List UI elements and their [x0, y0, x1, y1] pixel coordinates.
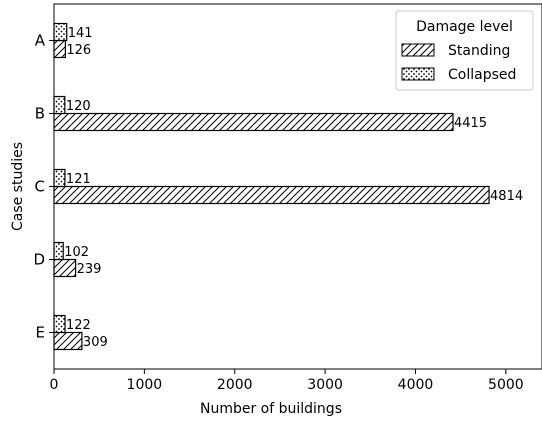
bar-collapsed-B [54, 97, 65, 114]
value-label-standing-E: 309 [83, 335, 108, 350]
x-tick-label: 2000 [217, 377, 253, 393]
value-label-collapsed-B: 120 [66, 99, 91, 114]
y-axis-label: Case studies [10, 142, 26, 231]
y-tick-label: B [35, 105, 45, 123]
x-axis-ticks: 0 1000 2000 3000 4000 5000 [50, 369, 524, 393]
bar-standing-A [54, 41, 65, 58]
legend-swatch-collapsed [402, 68, 434, 80]
x-tick-label: 5000 [488, 377, 524, 393]
y-axis-ticks: A B C D E [33, 32, 54, 342]
y-tick-label: A [35, 32, 46, 50]
bar-standing-C [54, 187, 489, 204]
x-axis-label: Number of buildings [200, 401, 342, 417]
x-tick-label: 0 [50, 377, 59, 393]
legend: Damage level Standing Collapsed [396, 11, 533, 90]
bar-standing-E [54, 333, 82, 350]
bar-collapsed-D [54, 243, 63, 260]
bar-standing-B [54, 114, 453, 131]
legend-title: Damage level [416, 19, 513, 35]
bar-collapsed-A [54, 24, 67, 41]
x-tick-label: 3000 [307, 377, 343, 393]
value-label-collapsed-C: 121 [66, 172, 91, 187]
value-label-standing-D: 239 [77, 262, 102, 277]
y-tick-label: C [35, 178, 45, 196]
bar-standing-D [54, 260, 76, 277]
y-tick-label: E [36, 324, 45, 342]
value-label-collapsed-E: 122 [66, 318, 91, 333]
value-label-standing-C: 4814 [490, 189, 523, 204]
value-label-collapsed-A: 141 [68, 26, 93, 41]
x-tick-label: 1000 [127, 377, 163, 393]
legend-label-collapsed: Collapsed [448, 67, 516, 83]
legend-label-standing: Standing [448, 43, 510, 59]
value-label-collapsed-D: 102 [64, 245, 89, 260]
y-tick-label: D [33, 251, 45, 269]
bar-collapsed-E [54, 316, 65, 333]
value-label-standing-B: 4415 [454, 116, 487, 131]
legend-swatch-standing [402, 44, 434, 56]
value-label-standing-A: 126 [66, 43, 91, 58]
bar-collapsed-C [54, 170, 65, 187]
x-tick-label: 4000 [398, 377, 434, 393]
